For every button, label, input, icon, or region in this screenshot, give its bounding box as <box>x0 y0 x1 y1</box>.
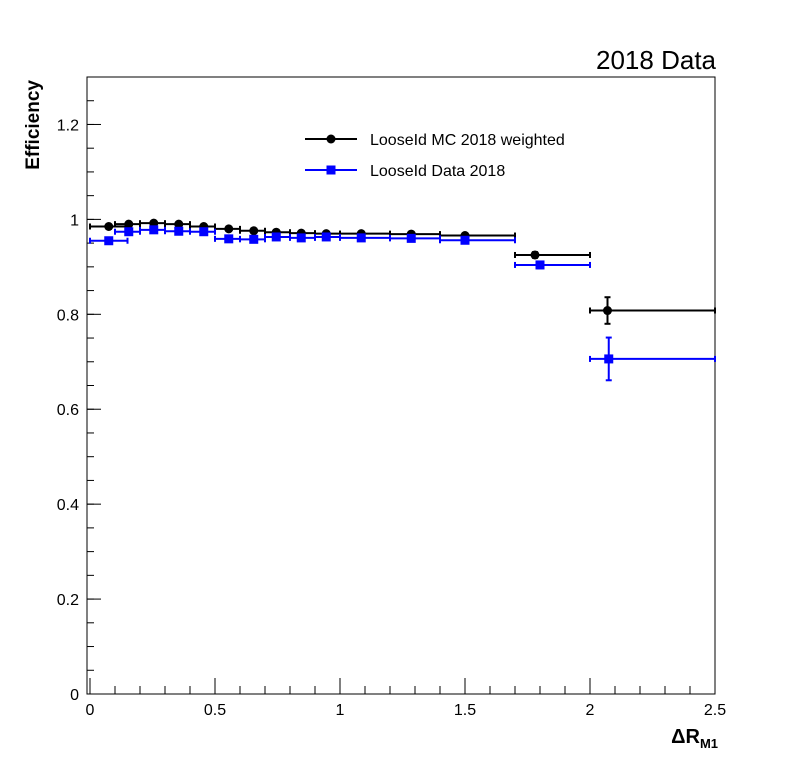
x-tick-label: 0.5 <box>204 702 226 719</box>
marker-circle <box>249 226 259 236</box>
legend-marker-mc <box>326 134 336 144</box>
y-axis-ticks: 0 0.2 0.4 0.6 0.8 1 1.2 <box>57 117 101 704</box>
marker-square <box>535 260 545 270</box>
x-tick-label: 2.5 <box>704 702 726 719</box>
marker-circle <box>104 222 114 232</box>
marker-circle <box>530 250 540 260</box>
data-point <box>589 296 716 325</box>
x-tick-label: 1.5 <box>454 702 476 719</box>
marker-square <box>224 234 234 244</box>
x-axis-label-subscript: M1 <box>700 736 718 751</box>
x-tick-label: 2 <box>586 702 595 719</box>
marker-square <box>406 233 416 243</box>
data-point <box>164 219 191 229</box>
data-point <box>389 233 441 243</box>
marker-square <box>124 227 134 237</box>
data-point <box>439 231 516 241</box>
data-point <box>239 234 266 244</box>
marker-square <box>104 236 114 246</box>
marker-square <box>249 234 259 244</box>
legend-marker-data <box>326 165 336 175</box>
x-minor-ticks <box>89 686 716 694</box>
legend-entry-data: LooseId Data 2018 <box>305 163 505 180</box>
data-point <box>214 224 241 234</box>
data-point <box>589 336 716 382</box>
data-point <box>339 233 391 243</box>
y-tick-label: 0.4 <box>57 497 79 514</box>
data-point <box>289 233 316 243</box>
marker-square <box>604 354 614 364</box>
data-point <box>239 226 266 236</box>
legend-label-mc: LooseId MC 2018 weighted <box>370 132 565 149</box>
y-tick-label: 0.8 <box>57 307 79 324</box>
marker-circle <box>224 224 234 234</box>
marker-square <box>199 227 209 237</box>
y-tick-label: 0 <box>70 687 79 704</box>
data-point <box>514 250 591 260</box>
data-point <box>164 226 191 236</box>
x-tick-label: 1 <box>336 702 345 719</box>
marker-square <box>296 233 306 243</box>
data-point <box>264 232 291 242</box>
marker-square <box>460 235 470 245</box>
x-axis-label-main: ΔR <box>671 726 700 748</box>
data-point <box>89 236 129 246</box>
x-axis-ticks: 0 0.5 1 1.5 2 2.5 <box>86 678 726 719</box>
x-tick-label: 0 <box>86 702 95 719</box>
y-tick-label: 0.2 <box>57 592 79 609</box>
data-point <box>114 227 141 237</box>
series-data <box>89 225 716 382</box>
marker-square <box>271 232 281 242</box>
legend-entry-mc: LooseId MC 2018 weighted <box>305 132 565 149</box>
marker-circle <box>124 219 134 229</box>
data-point <box>214 234 241 244</box>
data-point <box>514 260 591 270</box>
y-tick-label: 1.2 <box>57 117 79 134</box>
y-tick-label: 0.6 <box>57 402 79 419</box>
legend-label-data: LooseId Data 2018 <box>370 163 505 180</box>
legend: LooseId MC 2018 weighted LooseId Data 20… <box>305 132 565 180</box>
data-point <box>439 235 516 245</box>
y-axis-label: Efficiency <box>23 80 44 170</box>
data-point <box>189 227 216 237</box>
data-point <box>139 225 166 235</box>
marker-circle <box>603 306 612 316</box>
y-minor-ticks <box>87 76 94 695</box>
marker-square <box>149 225 159 235</box>
marker-square <box>321 232 331 242</box>
y-tick-label: 1 <box>70 212 79 229</box>
chart-title: 2018 Data <box>596 45 717 75</box>
marker-square <box>356 233 366 243</box>
series-layer <box>89 218 716 382</box>
marker-square <box>174 226 184 236</box>
x-axis-label: ΔRM1 <box>671 726 718 751</box>
series-mc <box>89 218 716 325</box>
marker-circle <box>174 219 184 229</box>
